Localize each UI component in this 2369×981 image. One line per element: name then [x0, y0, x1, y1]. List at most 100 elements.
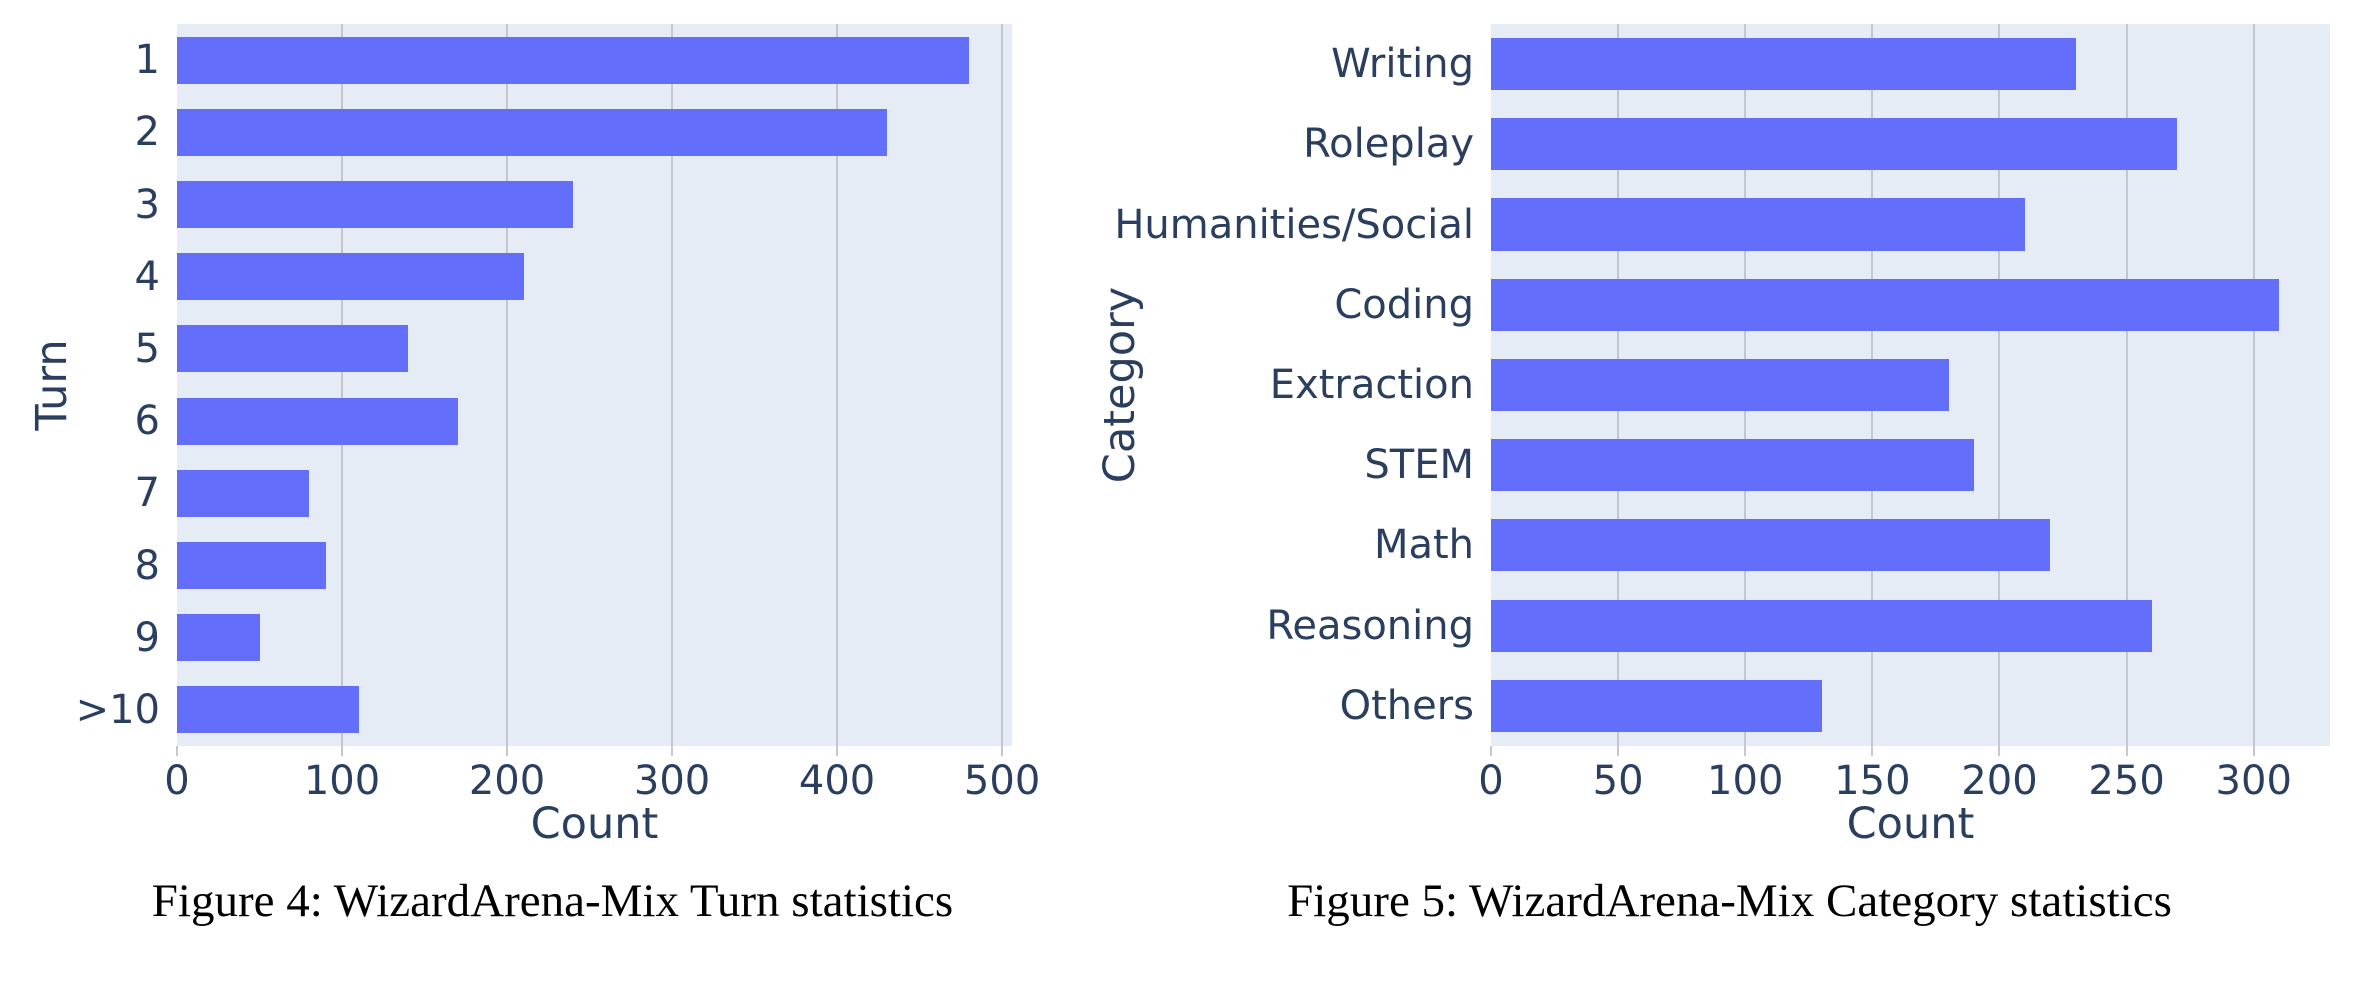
- bar-math: [1491, 519, 2051, 572]
- x-tick-label: 200: [1961, 758, 2038, 804]
- bar-row: [1491, 586, 2330, 666]
- y-tick-label: 3: [134, 181, 160, 228]
- bar-row: [177, 24, 1012, 96]
- plot-area: [177, 24, 1012, 746]
- y-tick-label: 6: [134, 398, 160, 445]
- y-tick-label: STEM: [1364, 442, 1474, 489]
- x-tick-label: 300: [633, 758, 711, 804]
- y-tick-label: Math: [1373, 522, 1474, 569]
- bar-row: [177, 457, 1012, 529]
- x-axis-title: Count: [1846, 799, 1975, 849]
- y-tick-label: >10: [75, 686, 160, 733]
- x-tick-label: 50: [1592, 758, 1644, 804]
- bar-row: [177, 168, 1012, 240]
- x-tick-mark: [1617, 746, 1620, 756]
- x-tick-mark: [1001, 746, 1004, 756]
- gridline: [1001, 24, 1004, 746]
- x-tick-mark: [2252, 746, 2255, 756]
- x-tick-mark: [1490, 746, 1492, 756]
- bar-coding: [1491, 278, 2280, 331]
- bar-1: [177, 36, 970, 84]
- x-tick-mark: [671, 746, 674, 756]
- x-tick-mark: [2125, 746, 2128, 756]
- bar-row: [1491, 345, 2330, 425]
- gridline: [671, 24, 674, 746]
- bar-row: [177, 674, 1012, 746]
- y-tick-label: 5: [134, 325, 160, 372]
- bar-8: [177, 542, 326, 589]
- x-tick-mark: [836, 746, 839, 756]
- bar-row: [1491, 425, 2330, 505]
- gridline: [836, 24, 839, 746]
- bar-humanities-social: [1491, 198, 2025, 251]
- y-tick-label: Extraction: [1269, 361, 1474, 408]
- bar-row: [1491, 666, 2330, 746]
- gridline: [1998, 24, 2001, 746]
- bar-reasoning: [1491, 599, 2153, 652]
- x-tick-mark: [341, 746, 344, 756]
- y-tick-label: Humanities/Social: [1114, 201, 1474, 248]
- y-tick-label: 4: [134, 253, 160, 300]
- y-tick-label: 1: [134, 37, 160, 84]
- x-axis-title: Count: [530, 799, 659, 849]
- x-tick-mark: [506, 746, 509, 756]
- bar-extraction: [1491, 358, 1949, 412]
- x-tick-label: 0: [164, 758, 190, 804]
- bar-row: [177, 313, 1012, 385]
- x-tick-label: 100: [1707, 758, 1784, 804]
- x-tick-label: 200: [468, 758, 546, 804]
- x-tick-label: 400: [798, 758, 876, 804]
- bar-row: [177, 241, 1012, 313]
- x-tick-label: 0: [1478, 758, 1504, 804]
- bar-5: [177, 325, 409, 373]
- gridlines: [177, 24, 1012, 746]
- y-tick-label: 8: [134, 542, 160, 589]
- bar-3: [177, 181, 574, 228]
- bar-row: [1491, 265, 2330, 345]
- gridline: [2125, 24, 2128, 746]
- bar-row: [177, 385, 1012, 457]
- x-tick-label: 250: [2088, 758, 2165, 804]
- x-tick-label: 150: [1834, 758, 1911, 804]
- y-tick-label: Coding: [1334, 281, 1474, 328]
- bar-row: [177, 96, 1012, 168]
- gridline: [506, 24, 509, 746]
- bar-row: [1491, 184, 2330, 264]
- plot-area: [1491, 24, 2330, 746]
- bar-writing: [1491, 38, 2076, 91]
- bar-stem: [1491, 439, 1975, 492]
- x-tick-mark: [1744, 746, 1747, 756]
- y-axis-labels: Writing Roleplay Humanities/Social Coding Ex…: [1090, 24, 1484, 746]
- gridline: [341, 24, 344, 746]
- bar-row: [1491, 104, 2330, 184]
- bar-roleplay: [1491, 118, 2178, 171]
- bar-2: [177, 108, 887, 156]
- bar-row: [177, 602, 1012, 674]
- y-tick-label: Roleplay: [1303, 121, 1474, 168]
- bar-row: [1491, 505, 2330, 585]
- bar-7: [177, 469, 310, 517]
- x-tick-mark: [1871, 746, 1874, 756]
- y-tick-label: Others: [1339, 682, 1474, 729]
- x-tick-label: 300: [2215, 758, 2292, 804]
- y-tick-label: 7: [134, 470, 160, 517]
- bar-row: [1491, 24, 2330, 104]
- bar-6: [177, 397, 458, 445]
- x-tick-mark: [1998, 746, 2001, 756]
- gridline: [2252, 24, 2255, 746]
- y-axis-labels: 1 2 3 4 5 6 7 8 9 >10: [0, 24, 170, 746]
- figure-4-panel: Turn 1 2 3 4 5 6 7 8 9 >10 0 100 200 300 400 500 Count…: [0, 0, 1105, 981]
- bar-row: [177, 529, 1012, 601]
- y-tick-label: Reasoning: [1266, 602, 1474, 649]
- x-axis-ticks: 0 50 100 150 200 250 300: [1478, 746, 2330, 806]
- bar-9: [177, 614, 260, 662]
- y-tick-label: 2: [134, 109, 160, 156]
- bar-others: [1491, 679, 1822, 732]
- x-tick-label: 100: [303, 758, 381, 804]
- y-tick-label: 9: [134, 614, 160, 661]
- figure-5-panel: Category Writing Roleplay Humanities/Socia…: [1090, 0, 2369, 981]
- bar-4: [177, 253, 524, 301]
- x-tick-label: 500: [963, 758, 1041, 804]
- bar--10: [177, 686, 359, 734]
